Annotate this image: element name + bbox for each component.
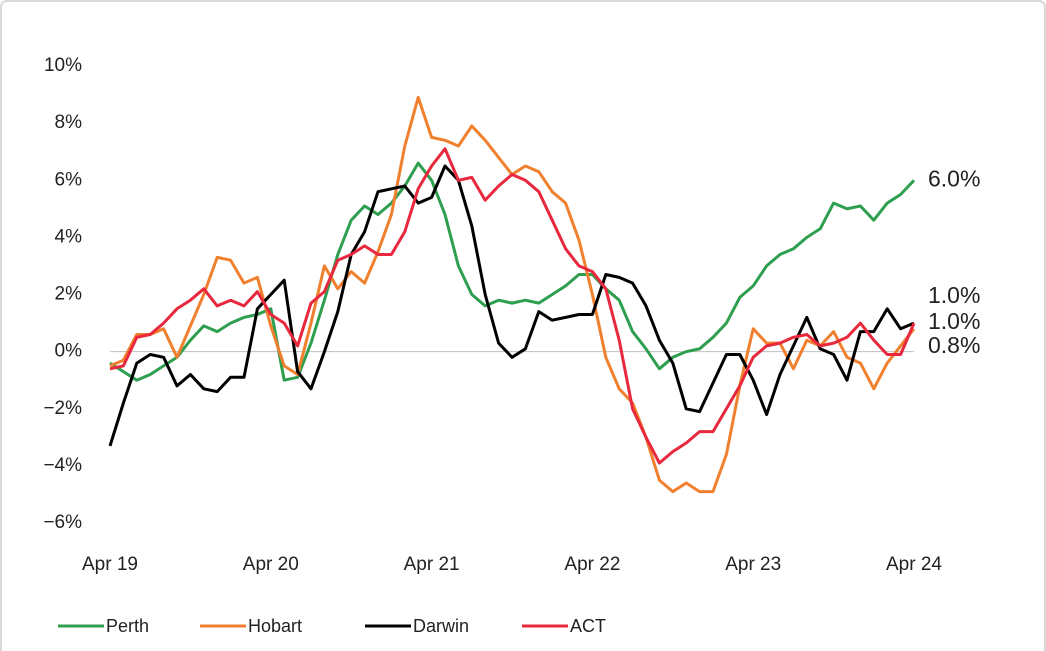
- x-tick-label: Apr 24: [886, 554, 942, 575]
- y-tick-label: 0%: [55, 341, 83, 362]
- series-line: [109, 161, 916, 382]
- x-tick-label: Apr 21: [404, 554, 460, 575]
- end-label: 1.0%: [928, 282, 980, 308]
- legend-label: Hobart: [248, 616, 302, 636]
- y-tick-label: −6%: [43, 512, 82, 533]
- y-tick-label: 10%: [44, 55, 82, 76]
- y-tick-label: 2%: [55, 284, 83, 305]
- legend-label: ACT: [570, 616, 606, 636]
- y-tick-label: −2%: [43, 398, 82, 419]
- legend-label: Darwin: [413, 616, 469, 636]
- y-tick-label: 6%: [55, 169, 83, 190]
- y-tick-label: 8%: [55, 112, 83, 133]
- x-tick-label: Apr 22: [564, 554, 620, 575]
- y-tick-label: 4%: [55, 226, 83, 247]
- x-tick-label: Apr 19: [82, 554, 138, 575]
- end-label: 1.0%: [928, 308, 980, 334]
- y-tick-label: −4%: [43, 455, 82, 476]
- end-label: 0.8%: [928, 332, 980, 358]
- x-tick-label: Apr 23: [725, 554, 781, 575]
- series-line: [109, 147, 916, 465]
- legend-label: Perth: [106, 616, 149, 636]
- end-label: 6.0%: [928, 165, 980, 191]
- x-tick-label: Apr 20: [243, 554, 299, 575]
- series-line: [108, 164, 915, 447]
